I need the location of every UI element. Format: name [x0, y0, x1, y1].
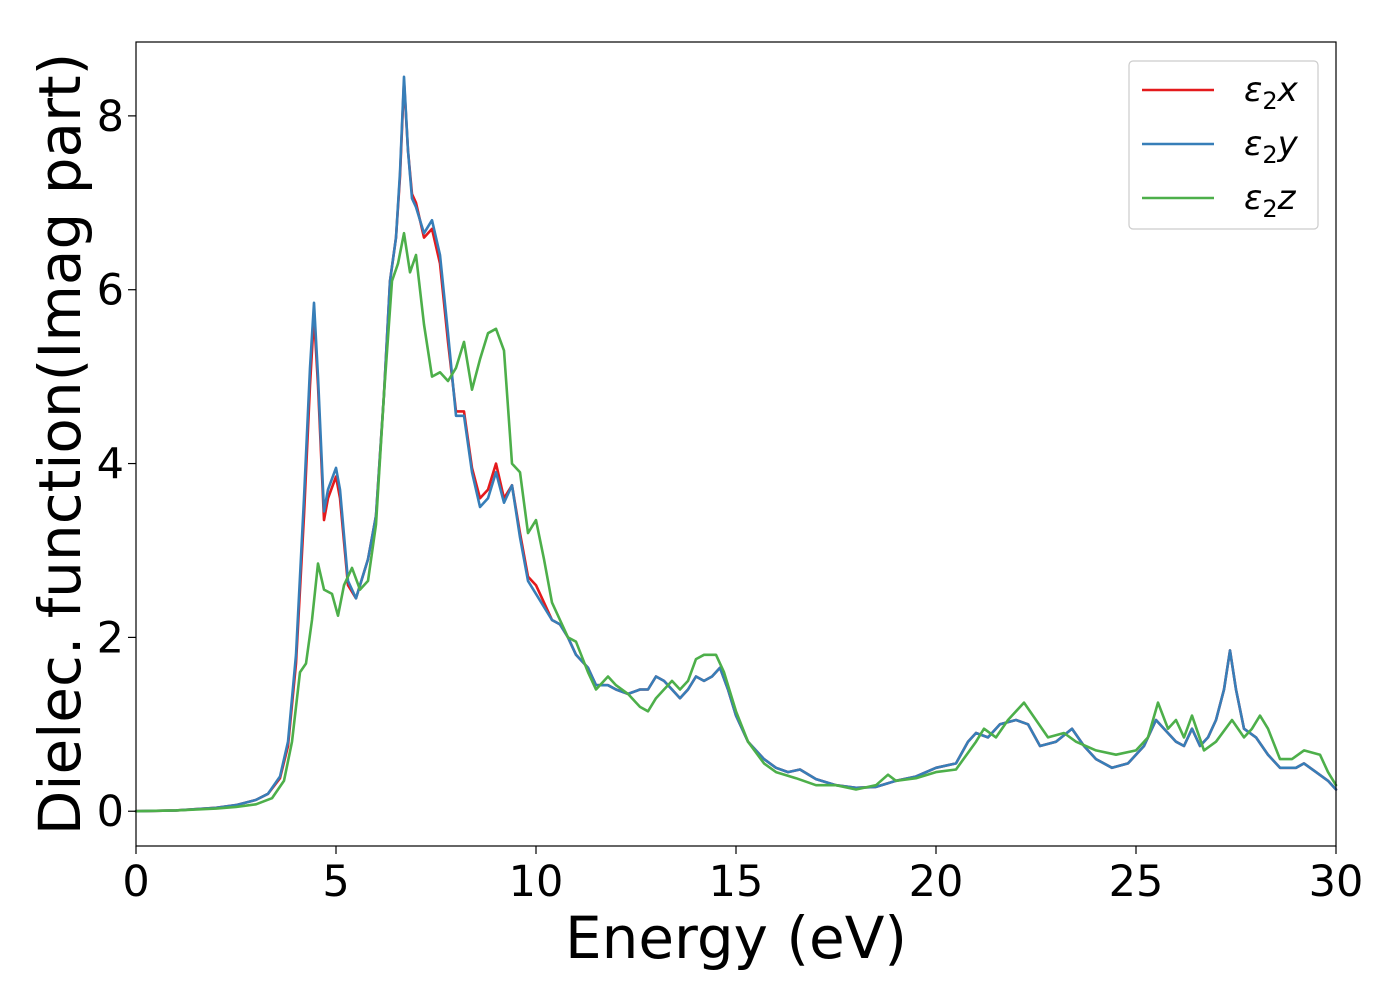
x-tick-label: 30: [1309, 857, 1364, 907]
y-tick-label: 0: [97, 787, 124, 837]
x-tick-label: 20: [909, 857, 964, 907]
x-tick-label: 25: [1109, 857, 1164, 907]
x-tick-label: 15: [709, 857, 764, 907]
x-axis-title: Energy (eV): [565, 904, 907, 972]
x-tick-label: 5: [322, 857, 349, 907]
y-tick-label: 2: [97, 613, 124, 663]
legend-box: [1128, 60, 1319, 230]
legend-items: ε2x ε2y ε2z: [1142, 70, 1299, 223]
y-tick-label: 8: [97, 92, 124, 142]
y-tick-label: 6: [97, 266, 124, 316]
series-lines: [134, 75, 1338, 813]
y-axis-title: Dielec. function(Imag part): [26, 53, 94, 836]
y-tick-label: 4: [97, 440, 124, 490]
axis-ticks: 0 5 10 15 20 25 30 0 2 4 6 8: [97, 92, 1364, 907]
legend-label-2: ε2y: [1244, 124, 1299, 169]
legend: ε2x ε2y ε2z: [1128, 60, 1319, 230]
x-tick-label: 0: [122, 857, 149, 907]
legend-label-1: ε2x: [1244, 70, 1299, 115]
series-line-2: [134, 75, 1338, 813]
legend-label-3: ε2z: [1244, 178, 1297, 223]
x-tick-label: 10: [509, 857, 564, 907]
series-line-3: [134, 231, 1338, 813]
